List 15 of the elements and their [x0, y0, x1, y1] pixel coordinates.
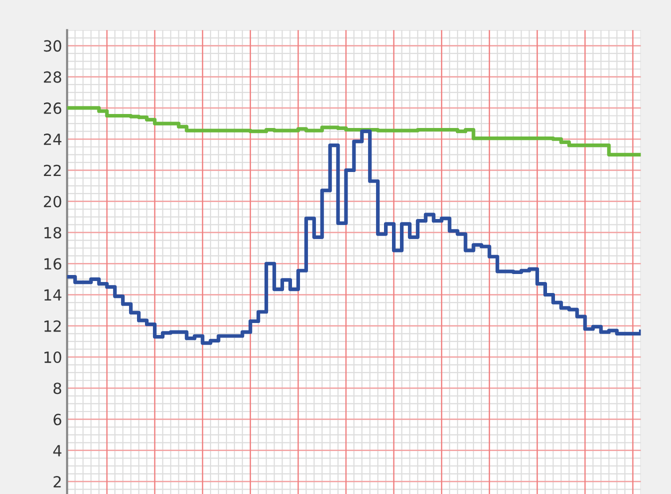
y-tick-label: 4 — [53, 445, 62, 456]
y-tick-label: 22 — [44, 164, 61, 176]
y-tick-label: 24 — [44, 134, 62, 145]
y-tick-label: 30 — [44, 40, 62, 52]
y-tick-label: 28 — [44, 71, 62, 83]
y-tick-label: 10 — [44, 351, 62, 364]
y-tick-label: 20 — [44, 196, 62, 208]
y-tick-label: 14 — [44, 289, 62, 301]
y-tick-label: 8 — [54, 382, 62, 394]
y-tick-label: 18 — [44, 226, 62, 239]
y-tick-label: 26 — [44, 102, 62, 114]
y-tick-label: 16 — [44, 258, 62, 270]
y-tick-label: 6 — [54, 414, 62, 426]
y-tick-label: 12 — [44, 320, 61, 332]
y-tick-label: 2 — [54, 476, 61, 488]
